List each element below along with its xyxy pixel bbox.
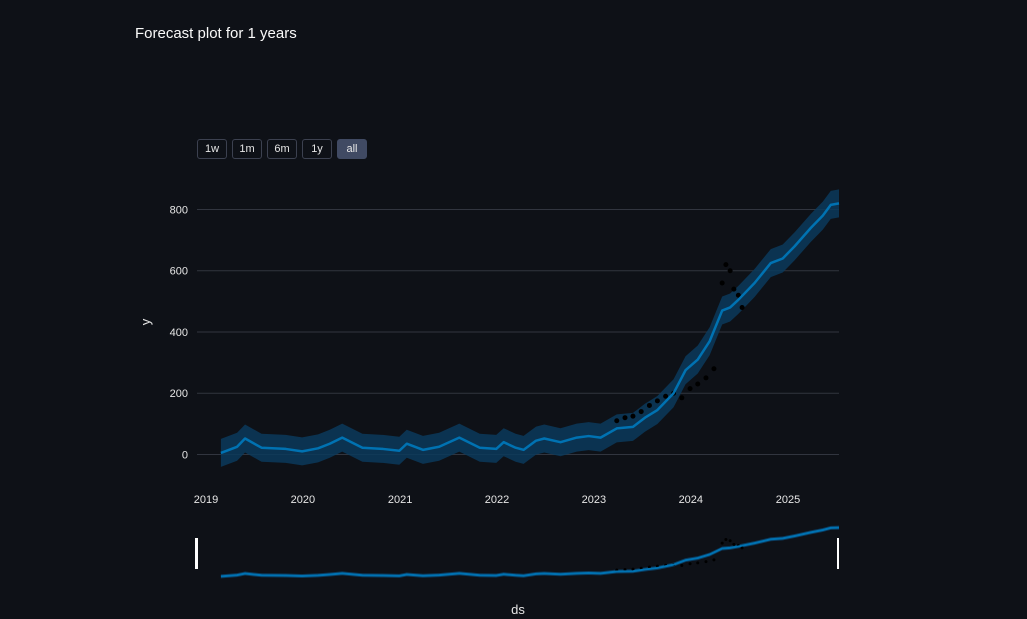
range-button-1y[interactable]: 1y xyxy=(302,139,332,159)
actual-point xyxy=(630,413,636,419)
y-tick-label: 200 xyxy=(170,388,188,400)
range-button-1w[interactable]: 1w xyxy=(197,139,227,159)
slider-actual-point xyxy=(732,542,736,546)
slider-actual-point xyxy=(696,561,700,565)
x-axis-title: ds xyxy=(511,602,525,617)
actual-points xyxy=(614,262,745,424)
y-tick-label: 800 xyxy=(170,204,188,216)
slider-actual-point xyxy=(704,560,708,564)
slider-actual-point xyxy=(623,567,627,571)
x-tick-label: 2019 xyxy=(194,494,218,506)
slider-actual-point xyxy=(680,564,684,568)
actual-point xyxy=(719,280,725,286)
x-tick-label: 2020 xyxy=(291,494,315,506)
x-tick-label: 2025 xyxy=(776,494,800,506)
range-button-all[interactable]: all xyxy=(337,139,367,159)
uncertainty-band xyxy=(220,189,840,467)
forecast-line xyxy=(220,202,840,455)
uncertainty-area xyxy=(220,189,840,467)
gridlines xyxy=(197,208,839,455)
chart-title: Forecast plot for 1 years xyxy=(135,25,297,42)
actual-point xyxy=(687,386,693,392)
actual-point xyxy=(727,268,733,274)
x-axis-ticks: 2019 2020 2021 2022 2023 2024 2025 xyxy=(194,494,800,506)
actual-point xyxy=(663,393,669,399)
range-slider-handle-right[interactable] xyxy=(837,538,839,569)
y-tick-label: 600 xyxy=(170,266,188,278)
forecast-series xyxy=(220,202,840,455)
actual-point xyxy=(711,366,717,372)
actual-point xyxy=(703,375,709,381)
actual-point xyxy=(614,418,620,424)
range-slider-handle-left[interactable] xyxy=(195,538,198,569)
actual-point xyxy=(723,262,729,268)
actual-point xyxy=(622,415,628,421)
range-slider-background xyxy=(197,524,839,582)
y-tick-label: 0 xyxy=(182,449,188,461)
actual-point xyxy=(679,395,685,401)
slider-actual-point xyxy=(688,562,692,566)
slider-actual-point xyxy=(647,565,651,569)
actual-point xyxy=(654,398,660,404)
y-tick-label: 400 xyxy=(170,327,188,339)
range-button-6m[interactable]: 6m xyxy=(267,139,297,159)
actual-point xyxy=(646,402,652,408)
actual-point xyxy=(731,286,737,292)
slider-actual-point xyxy=(728,539,732,543)
actual-point xyxy=(638,409,644,415)
y-axis-title: y xyxy=(138,318,153,325)
slider-actual-point xyxy=(712,558,716,562)
slider-actual-point xyxy=(740,546,744,550)
range-selector: 1w 1m 6m 1y all xyxy=(197,139,367,159)
actual-point xyxy=(695,381,701,387)
x-tick-label: 2022 xyxy=(485,494,509,506)
range-button-1m[interactable]: 1m xyxy=(232,139,262,159)
slider-actual-point xyxy=(720,541,724,545)
x-tick-label: 2021 xyxy=(388,494,412,506)
y-axis-ticks: 0 200 400 600 800 xyxy=(170,204,188,461)
slider-actual-point xyxy=(631,567,635,571)
slider-actual-point xyxy=(724,538,728,542)
actual-point xyxy=(735,292,741,298)
slider-forecast-series xyxy=(220,526,840,578)
x-tick-label: 2024 xyxy=(679,494,703,506)
x-tick-label: 2023 xyxy=(582,494,606,506)
actual-point xyxy=(739,304,745,310)
range-slider[interactable] xyxy=(195,524,840,582)
